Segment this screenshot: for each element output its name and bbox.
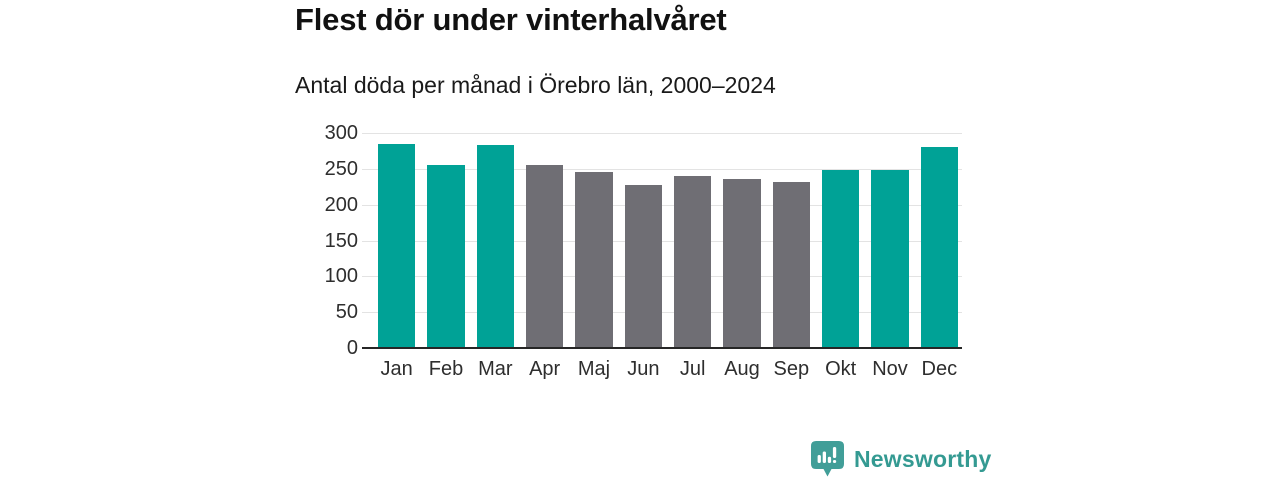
bar-nov	[871, 169, 909, 348]
chart-subtitle: Antal döda per månad i Örebro län, 2000–…	[295, 72, 776, 98]
x-tick-label-dec: Dec	[921, 358, 958, 380]
newsworthy-wordmark: Newsworthy	[854, 445, 992, 472]
y-axis-labels: 0 50 100 150 200 250 300	[250, 123, 358, 358]
bar-mar	[476, 145, 515, 348]
x-tick-label-sep: Sep	[773, 358, 810, 380]
bar-maj	[575, 171, 613, 348]
chart-title: Flest dör under vinterhalvåret	[295, 2, 727, 37]
y-tick-label-150: 150	[324, 229, 358, 252]
bar-okt	[821, 170, 860, 348]
x-axis-line	[362, 347, 962, 349]
gridline-300	[362, 133, 962, 134]
newsworthy-chart-bubble-icon	[811, 441, 844, 477]
y-tick-label-0: 0	[346, 337, 358, 359]
bar-apr	[525, 165, 564, 348]
x-tick-label-jan: Jan	[380, 358, 413, 380]
x-tick-label-okt: Okt	[825, 358, 857, 380]
x-tick-label-feb: Feb	[428, 358, 464, 380]
newsworthy-logo: Newsworthy	[810, 440, 991, 478]
bar-jan	[377, 143, 416, 348]
y-tick-label-50: 50	[335, 301, 358, 324]
x-tick-label-nov: Nov	[872, 358, 908, 380]
x-axis-labels: Jan Feb Mar Apr Maj Jun Jul Aug Sep Okt Nov Dec	[372, 358, 964, 384]
x-tick-label-mar: Mar	[478, 358, 513, 380]
y-tick-label-200: 200	[324, 193, 358, 216]
y-tick-label-250: 250	[324, 157, 358, 180]
bars	[372, 133, 964, 348]
bar-feb	[427, 164, 465, 348]
x-tick-label-apr: Apr	[529, 358, 561, 380]
bar-jul	[673, 176, 712, 348]
bar-dec	[920, 147, 959, 348]
x-tick-label-aug: Aug	[724, 358, 760, 380]
gridline-250	[362, 168, 962, 170]
y-tick-label-100: 100	[324, 265, 358, 288]
bar-jun	[624, 184, 663, 348]
bar-sep	[772, 182, 811, 348]
bar-aug	[723, 178, 761, 348]
y-tick-label-300: 300	[324, 122, 358, 144]
x-tick-label-jun: Jun	[627, 358, 660, 380]
x-tick-label-maj: Maj	[577, 358, 611, 380]
x-tick-label-jul: Jul	[679, 358, 706, 380]
